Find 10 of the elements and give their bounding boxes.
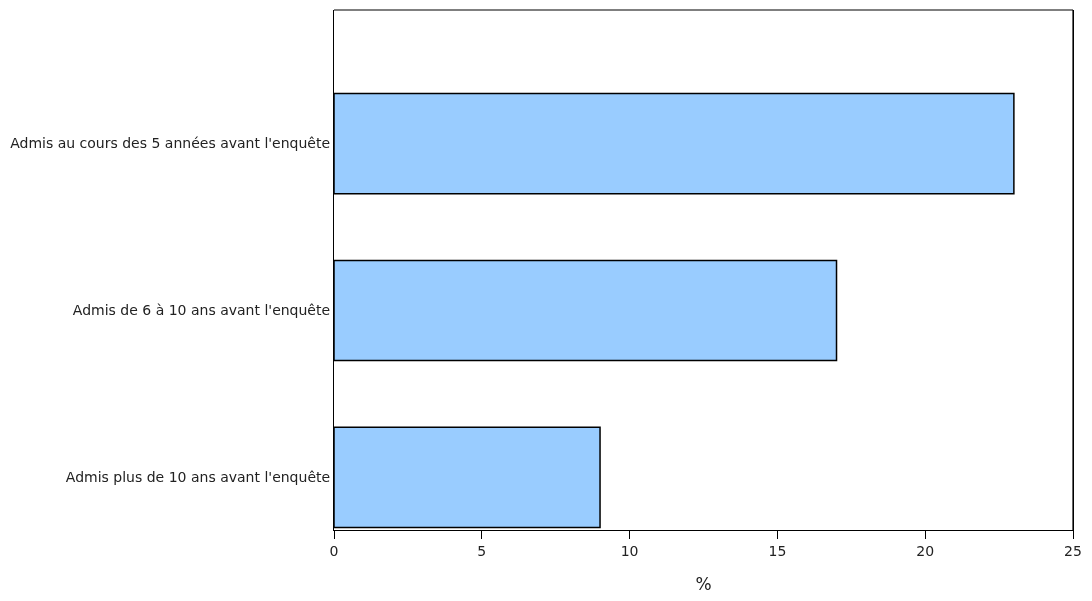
x-tick-label: 25: [1064, 542, 1082, 559]
x-axis-title: %: [695, 574, 712, 595]
x-tick-label: 5: [477, 542, 487, 559]
y-tick-label: Admis plus de 10 ans avant l'enquête: [65, 469, 331, 486]
x-tick-label: 10: [620, 542, 639, 559]
x-tick-label: 20: [916, 542, 935, 559]
y-tick-label: Admis au cours des 5 années avant l'enquête: [10, 135, 331, 152]
x-tick-label: 0: [329, 542, 339, 559]
x-tick-label: 15: [768, 542, 787, 559]
y-tick-label: Admis de 6 à 10 ans avant l'enquête: [72, 302, 331, 319]
